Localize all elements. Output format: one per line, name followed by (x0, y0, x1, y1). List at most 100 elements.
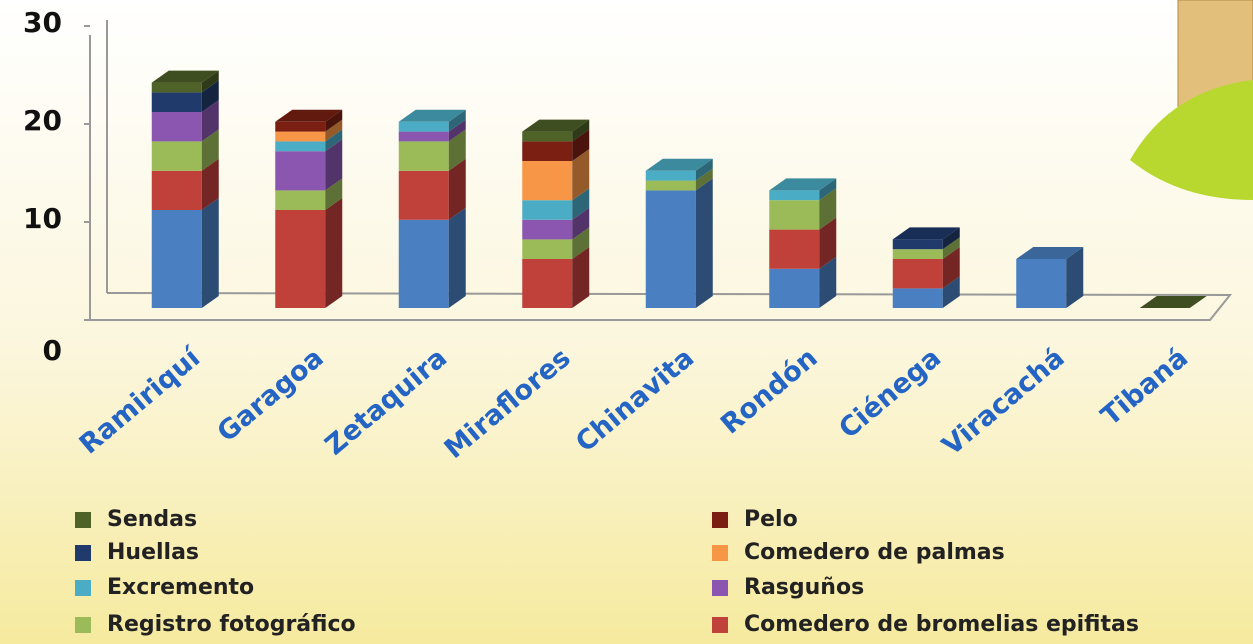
bar-segment (398, 170, 449, 220)
bar-segment (275, 141, 326, 152)
bar-segment (275, 210, 326, 308)
bar-top (645, 158, 713, 171)
bar-side (695, 178, 713, 308)
bar-segment (151, 82, 202, 93)
legend-label: Pelo (744, 507, 798, 532)
bar-side (325, 198, 343, 308)
bar-top (522, 119, 590, 132)
bar-side (201, 158, 219, 210)
bar-top (151, 70, 219, 83)
bar-segment (275, 151, 326, 191)
bar-side (201, 198, 219, 308)
legend-label: Comedero de palmas (744, 540, 1005, 565)
bar-side (819, 217, 837, 269)
bar-side (201, 100, 219, 142)
legend-label: Rasguños (744, 575, 864, 600)
bar-side (942, 276, 960, 308)
bar-top (1016, 247, 1084, 259)
bar-segment (398, 121, 449, 132)
bar-side (325, 119, 343, 142)
y-tick-label: 20 (23, 104, 62, 137)
bar-side (448, 129, 466, 171)
bar-segment (645, 190, 696, 308)
bar-segment (151, 170, 202, 210)
bar-segment (769, 190, 820, 201)
bar-segment (769, 200, 820, 230)
bar-segment (151, 141, 202, 171)
bar-side (1066, 247, 1084, 308)
bar-segment (892, 259, 943, 289)
y-tick-label: 0 (43, 334, 62, 367)
legend-label: Sendas (107, 507, 197, 532)
bar-side (942, 237, 960, 259)
legend-label: Registro fotográfico (107, 612, 356, 637)
legend-swatch (712, 617, 728, 633)
bar-segment (522, 219, 573, 240)
y-tick-label: 30 (23, 6, 62, 39)
legend-swatch (75, 512, 91, 528)
bar-side (695, 168, 713, 191)
bar-side (448, 109, 466, 132)
bar-side (819, 256, 837, 308)
legend-swatch (712, 512, 728, 528)
bar-side (201, 70, 219, 93)
bar-side (325, 129, 343, 152)
bar-side (572, 207, 590, 240)
bar-side (448, 119, 466, 142)
bar-side (201, 80, 219, 112)
bar-top (1139, 296, 1207, 308)
bar-segment (522, 131, 573, 142)
bar-segment (275, 131, 326, 142)
decoration-grass (1130, 80, 1253, 200)
legend-swatch (712, 545, 728, 561)
bar-side (572, 188, 590, 220)
bar-segment (892, 288, 943, 308)
legend-swatch (75, 580, 91, 596)
bar-top (769, 178, 837, 191)
bar-top (892, 227, 960, 240)
bar-segment (892, 249, 943, 259)
bar-segment (151, 112, 202, 142)
bar-side (819, 178, 837, 201)
legend-swatch (75, 545, 91, 561)
bar-side (942, 247, 960, 289)
bar-segment (151, 210, 202, 308)
bar-side (325, 178, 343, 210)
bar-side (572, 119, 590, 142)
bar-segment (522, 239, 573, 259)
bar-side (448, 207, 466, 308)
bar-segment (151, 92, 202, 112)
bar-segment (275, 121, 326, 132)
bar-segment (522, 200, 573, 220)
bar-segment (522, 141, 573, 161)
bar-top (275, 109, 343, 122)
bar-side (695, 158, 713, 181)
y-tick-label: 10 (23, 202, 62, 235)
bar-side (572, 149, 590, 201)
legend-swatch (75, 617, 91, 633)
bar-segment (892, 239, 943, 250)
bar-side (572, 227, 590, 259)
bar-side (325, 139, 343, 191)
bar-side (325, 109, 343, 132)
bar-side (572, 247, 590, 308)
legend-label: Comedero de bromelias epifitas (744, 612, 1139, 637)
bar-side (201, 129, 219, 171)
legend-swatch (712, 580, 728, 596)
bar-segment (1016, 259, 1067, 308)
bar-side (942, 227, 960, 250)
bar-segment (398, 141, 449, 171)
bar-segment (398, 131, 449, 142)
bar-top (398, 109, 466, 122)
bar-segment (522, 161, 573, 201)
bar-segment (769, 268, 820, 308)
bar-segment (769, 229, 820, 269)
bar-side (448, 158, 466, 220)
bar-side (572, 129, 590, 161)
bar-segment (522, 259, 573, 308)
bar-side (819, 188, 837, 230)
bar-segment (645, 170, 696, 181)
legend-label: Huellas (107, 540, 199, 565)
legend-label: Excremento (107, 575, 254, 600)
